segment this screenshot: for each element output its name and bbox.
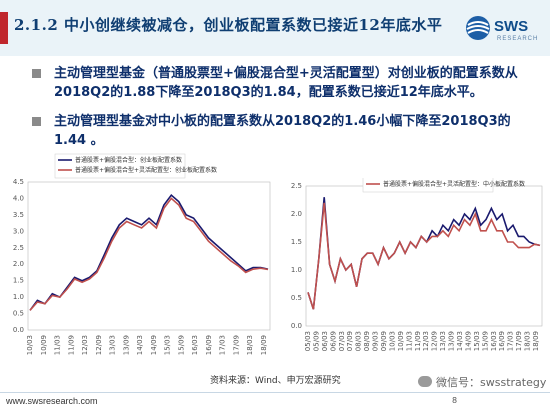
x-tick-label: 14/09	[150, 335, 158, 355]
x-tick-label: 05/09	[312, 331, 320, 351]
source-note: 资料来源：Wind、申万宏源研究	[210, 376, 341, 386]
y-tick-label: 4.0	[13, 194, 24, 202]
x-tick-label: 16/09	[205, 335, 213, 355]
x-tick-label: 07/03	[338, 331, 346, 351]
x-tick-label: 13/09	[448, 331, 456, 351]
x-tick-label: 12/09	[95, 335, 103, 355]
logo-text: SWS	[494, 18, 529, 35]
x-tick-label: 10/03	[26, 335, 34, 355]
series-line	[307, 202, 541, 310]
y-tick-label: 2.0	[13, 260, 24, 268]
legend-label: 普通股票+偏股混合型+灵活配置型：创业板配置系数	[75, 166, 217, 174]
x-tick-label: 06/09	[329, 331, 337, 351]
legend-box	[362, 178, 494, 193]
x-tick-label: 06/03	[321, 331, 329, 351]
x-tick-label: 15/03	[473, 331, 481, 351]
wechat-text: 微信号：swsstrategy	[436, 376, 547, 389]
y-tick-label: 4.5	[13, 178, 24, 186]
bullet-square-icon	[32, 69, 41, 78]
x-tick-label: 09/03	[372, 331, 380, 351]
x-tick-label: 17/09	[515, 331, 523, 351]
x-tick-label: 13/09	[122, 335, 130, 355]
x-tick-label: 14/09	[464, 331, 472, 351]
x-tick-label: 14/03	[136, 335, 144, 355]
x-tick-label: 17/03	[507, 331, 515, 351]
bullet-item: 主动管理型基金对中小板的配置系数从2018Q2的1.46小幅下降至2018Q3的…	[32, 112, 532, 150]
legend-label: 普通股票+偏股混合型：创业板配置系数	[75, 156, 182, 164]
x-tick-label: 16/09	[498, 331, 506, 351]
x-tick-label: 18/03	[246, 335, 254, 355]
bullet-text: 主动管理型基金对中小板的配置系数从2018Q2的1.46小幅下降至2018Q3的…	[54, 114, 511, 148]
x-tick-label: 17/03	[219, 335, 227, 355]
x-tick-label: 18/09	[260, 335, 268, 355]
x-tick-label: 15/09	[481, 331, 489, 351]
slide-title: 2.1.2 中小创继续被减仓，创业板配置系数已接近12年底水平	[14, 16, 443, 34]
x-tick-label: 15/09	[177, 335, 185, 355]
legend-label: 普通股票+偏股混合型+灵活配置型：中小板配置系数	[383, 180, 525, 188]
x-tick-label: 11/03	[54, 335, 62, 355]
sws-logo: SWS RESEARCH	[462, 8, 542, 50]
series-line	[29, 197, 269, 311]
x-tick-label: 16/03	[191, 335, 199, 355]
y-tick-label: 3.5	[13, 211, 24, 219]
x-tick-label: 11/09	[414, 331, 422, 351]
x-tick-label: 12/03	[81, 335, 89, 355]
x-tick-label: 12/03	[422, 331, 430, 351]
chart-chinext-coefficient: 0.0 0.5 1.0 1.5 2.0 2.5 3.0 3.5 4.0 4.5 10/03 10/09…	[13, 153, 271, 355]
x-tick-label: 13/03	[439, 331, 447, 351]
x-tick-label: 17/09	[232, 335, 240, 355]
y-tick-label: 0.0	[13, 326, 24, 334]
x-tick-label: 05/03	[304, 331, 312, 351]
header-accent-stripe	[0, 12, 8, 44]
x-tick-label: 11/03	[405, 331, 413, 351]
plot-area	[27, 181, 271, 331]
x-tick-label: 09/09	[380, 331, 388, 351]
x-tick-label: 10/03	[388, 331, 396, 351]
series-line	[307, 197, 541, 310]
footer-divider	[0, 392, 550, 393]
y-tick-label: 2.5	[291, 182, 302, 190]
bullet-square-icon	[32, 117, 41, 126]
y-tick-label: 1.5	[13, 277, 24, 285]
wechat-watermark: 微信号：swsstrategy	[418, 374, 546, 390]
series-line	[29, 194, 269, 311]
footer-url: www.swsresearch.com	[6, 396, 98, 406]
bullet-text: 主动管理型基金（普通股票型+偏股混合型+灵活配置型）对创业板的配置系数从2018…	[54, 66, 518, 100]
x-tick-label: 15/03	[164, 335, 172, 355]
x-tick-label: 10/09	[397, 331, 405, 351]
chart-sme-coefficient: 0.00.51.01.52.02.505/03 05/09 06/03 06/09 07…	[291, 178, 543, 351]
x-tick-label: 08/03	[355, 331, 363, 351]
header-band	[0, 0, 550, 56]
wechat-icon	[418, 376, 432, 387]
y-tick-label: 0.5	[13, 310, 24, 318]
x-tick-label: 13/03	[109, 335, 117, 355]
y-tick-label: 2.5	[13, 244, 24, 252]
legend-box	[54, 153, 186, 179]
y-tick-label: 1.0	[291, 266, 302, 274]
x-tick-label: 11/09	[67, 335, 75, 355]
x-tick-label: 14/03	[456, 331, 464, 351]
bullet-item: 主动管理型基金（普通股票型+偏股混合型+灵活配置型）对创业板的配置系数从2018…	[32, 64, 532, 102]
page-number: 8	[452, 396, 458, 405]
plot-area	[305, 185, 543, 327]
x-tick-label: 12/09	[431, 331, 439, 351]
y-tick-label: 1.5	[291, 238, 302, 246]
logo-subtitle: RESEARCH	[497, 36, 539, 42]
x-tick-label: 10/09	[40, 335, 48, 355]
x-tick-label: 18/03	[524, 331, 532, 351]
x-tick-label: 07/09	[346, 331, 354, 351]
x-tick-label: 18/09	[532, 331, 540, 351]
y-tick-label: 0.5	[291, 294, 302, 302]
bullet-list: 主动管理型基金（普通股票型+偏股混合型+灵活配置型）对创业板的配置系数从2018…	[32, 64, 532, 160]
y-tick-label: 2.0	[291, 210, 302, 218]
y-tick-label: 1.0	[13, 293, 24, 301]
x-tick-label: 16/03	[490, 331, 498, 351]
y-tick-label: 0.0	[291, 322, 302, 330]
x-tick-label: 08/09	[363, 331, 371, 351]
y-tick-label: 3.0	[13, 227, 24, 235]
sws-globe-icon	[466, 16, 490, 40]
